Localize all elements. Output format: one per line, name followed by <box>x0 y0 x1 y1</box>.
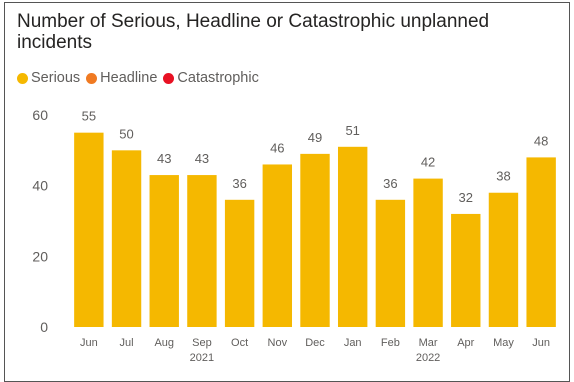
bar[interactable] <box>337 146 368 327</box>
x-tick-label: Jan <box>344 337 362 349</box>
legend-label-headline: Headline <box>100 70 158 86</box>
x-tick-label: Jun <box>80 337 98 349</box>
bar[interactable] <box>300 153 330 327</box>
legend-item-serious[interactable]: Serious <box>17 70 80 86</box>
x-tick-label: Mar <box>419 337 438 349</box>
bar[interactable] <box>451 213 481 327</box>
x-tick-label: Oct <box>231 337 248 349</box>
y-tick-label: 20 <box>32 248 48 264</box>
x-tick-label: Jun <box>532 337 550 349</box>
x-tick-label: Dec <box>305 337 325 349</box>
data-label: 50 <box>119 126 133 141</box>
bar[interactable] <box>413 178 443 327</box>
bar[interactable] <box>149 175 179 327</box>
data-label: 43 <box>195 151 209 166</box>
bar[interactable] <box>224 199 255 327</box>
data-label: 32 <box>459 190 473 205</box>
bar[interactable] <box>187 175 217 327</box>
bar[interactable] <box>74 132 104 327</box>
legend-dot-serious <box>17 72 28 84</box>
chart-title: Number of Serious, Headline or Catastrop… <box>17 11 490 53</box>
data-label: 49 <box>308 130 322 145</box>
bar[interactable] <box>111 150 142 327</box>
bar[interactable] <box>526 157 556 327</box>
x-tick-label: Feb <box>381 337 400 349</box>
x-tick-label: Aug <box>154 337 174 349</box>
x-year-label: 2021 <box>190 352 214 364</box>
legend-label-catastrophic: Catastrophic <box>177 70 259 86</box>
chart-legend: Serious Headline Catastrophic <box>17 70 265 86</box>
x-tick-label: Apr <box>457 337 474 349</box>
legend-item-catastrophic[interactable]: Catastrophic <box>163 70 259 86</box>
y-tick-label: 60 <box>32 107 48 123</box>
x-year-label: 2022 <box>416 352 440 364</box>
x-tick-label: Nov <box>268 337 288 349</box>
legend-label-serious: Serious <box>31 70 81 86</box>
x-tick-label: Jul <box>120 337 134 349</box>
bar-chart: 0 20 40 60 55 Jun 50 Jul 43 Aug 43 Sep 36 Oct 46 Nov 49 D… <box>32 107 556 364</box>
legend-dot-headline <box>86 72 98 84</box>
data-label: 46 <box>270 140 284 155</box>
y-tick-label: 40 <box>32 178 48 194</box>
data-label: 51 <box>345 123 359 138</box>
bar[interactable] <box>488 192 519 327</box>
y-tick-label: 0 <box>40 319 48 335</box>
data-label: 36 <box>232 176 246 191</box>
data-label: 38 <box>496 169 510 184</box>
bar[interactable] <box>375 199 406 327</box>
data-label: 43 <box>157 151 171 166</box>
bar[interactable] <box>262 164 293 327</box>
data-label: 36 <box>383 176 397 191</box>
data-label: 42 <box>421 155 435 170</box>
x-tick-label: Sep <box>192 337 212 349</box>
data-label: 48 <box>534 133 548 148</box>
legend-dot-catastrophic <box>163 72 175 84</box>
legend-item-headline[interactable]: Headline <box>86 70 157 86</box>
x-tick-label: May <box>493 337 514 349</box>
data-label: 55 <box>82 109 96 124</box>
